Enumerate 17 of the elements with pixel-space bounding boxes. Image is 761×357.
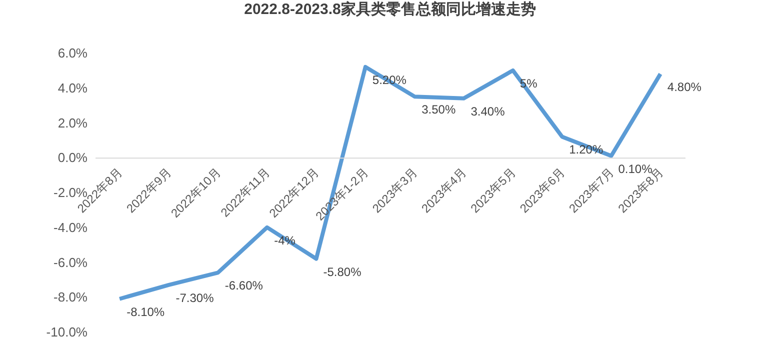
y-tick-label: -6.0%: [54, 254, 88, 270]
y-tick-label: 4.0%: [58, 80, 88, 96]
data-label: -6.60%: [224, 278, 264, 293]
y-tick-label: -4.0%: [54, 220, 88, 235]
y-tick-label: 0.0%: [58, 150, 88, 166]
y-tick-label: -8.0%: [54, 290, 88, 305]
data-label: 0.10%: [618, 162, 653, 176]
y-tick-label: 2.0%: [58, 115, 88, 130]
y-tick-label: 6.0%: [58, 46, 88, 60]
data-label: -7.30%: [176, 290, 214, 305]
y-tick-label: -10.0%: [46, 324, 88, 340]
chart-title: 2022.8-2023.8家具类零售总额同比增速走势: [244, 0, 536, 18]
data-label: 4.80%: [667, 80, 702, 94]
data-label: 3.50%: [422, 102, 456, 117]
data-label: 3.40%: [470, 104, 506, 118]
data-label: -8.10%: [126, 304, 165, 319]
data-label: -5.80%: [323, 264, 362, 279]
